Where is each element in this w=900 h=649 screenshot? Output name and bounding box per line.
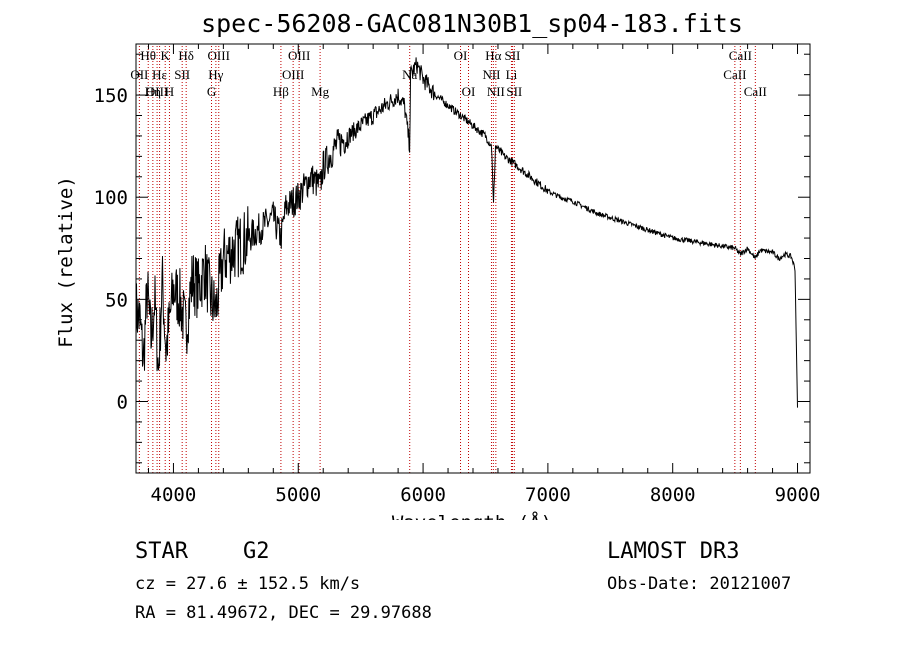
observation-date: Obs-Date: 20121007 (607, 574, 792, 594)
marker-label-14: OIII (282, 67, 304, 82)
coordinates: RA = 81.49672, DEC = 29.97688 (135, 603, 432, 623)
marker-label-13: OIII (288, 48, 310, 63)
spectrum-chart: spec-56208-GAC081N30B1_sp04-183.fits Hθ O… (55, 9, 821, 520)
marker-label-8: SII (174, 67, 190, 82)
x-tick-label-0: 4000 (151, 484, 197, 506)
plot-frame (135, 43, 811, 474)
y-tick-label-1: 50 (105, 289, 128, 311)
chart-title: spec-56208-GAC081N30B1_sp04-183.fits (201, 9, 743, 38)
y-axis-label: Flux (relative) (55, 176, 77, 348)
marker-label-11: G (207, 84, 216, 99)
marker-label-26: CaII (729, 48, 752, 63)
object-class: STAR (135, 539, 188, 564)
marker-label-4: Hη (145, 84, 161, 99)
x-tick-label-4: 8000 (650, 484, 696, 506)
redshift-velocity: cz = 27.6 ± 152.5 km/s (135, 574, 361, 594)
marker-label-19: Hα (485, 48, 501, 63)
marker-label-5: K (161, 48, 171, 63)
marker-label-6: H (165, 84, 174, 99)
y-tick-label-0: 0 (117, 392, 128, 414)
marker-label-25: CaII (723, 67, 746, 82)
marker-label-2: OIII (146, 84, 168, 99)
marker-label-7: Hδ (178, 48, 194, 63)
x-tick-label-2: 6000 (400, 484, 446, 506)
flux-spectrum-line (135, 57, 798, 408)
marker-label-20: NII (482, 67, 500, 82)
y-tick-label-2: 100 (94, 187, 128, 209)
marker-label-0: Hθ (140, 48, 156, 63)
y-axis: 0 50 100 150 (94, 53, 810, 464)
x-tick-label-1: 5000 (275, 484, 321, 506)
marker-label-22: SII (504, 48, 520, 63)
marker-label-16: Na (402, 67, 417, 82)
marker-label-17: OI (454, 48, 468, 63)
x-axis-label: Wavelength (Å) (392, 511, 552, 520)
y-tick-label-3: 150 (94, 85, 128, 107)
survey-name: LAMOST DR3 (607, 539, 740, 564)
object-subclass: G2 (243, 539, 270, 564)
marker-label-15: Mg (311, 84, 330, 99)
marker-label-12: Hβ (273, 84, 289, 99)
marker-label-24: SII (506, 84, 522, 99)
marker-label-18: OI (462, 84, 476, 99)
marker-label-3: Hε (152, 67, 167, 82)
marker-label-9: OIII (208, 48, 230, 63)
marker-label-27: CaII (744, 84, 767, 99)
marker-label-23: Li (506, 67, 518, 82)
marker-label-10: Hγ (208, 67, 223, 82)
x-tick-label-5: 9000 (775, 484, 821, 506)
marker-label-21: NII (487, 84, 505, 99)
x-axis: 4000 5000 6000 7000 8000 9000 (147, 44, 821, 506)
x-tick-label-3: 7000 (525, 484, 571, 506)
